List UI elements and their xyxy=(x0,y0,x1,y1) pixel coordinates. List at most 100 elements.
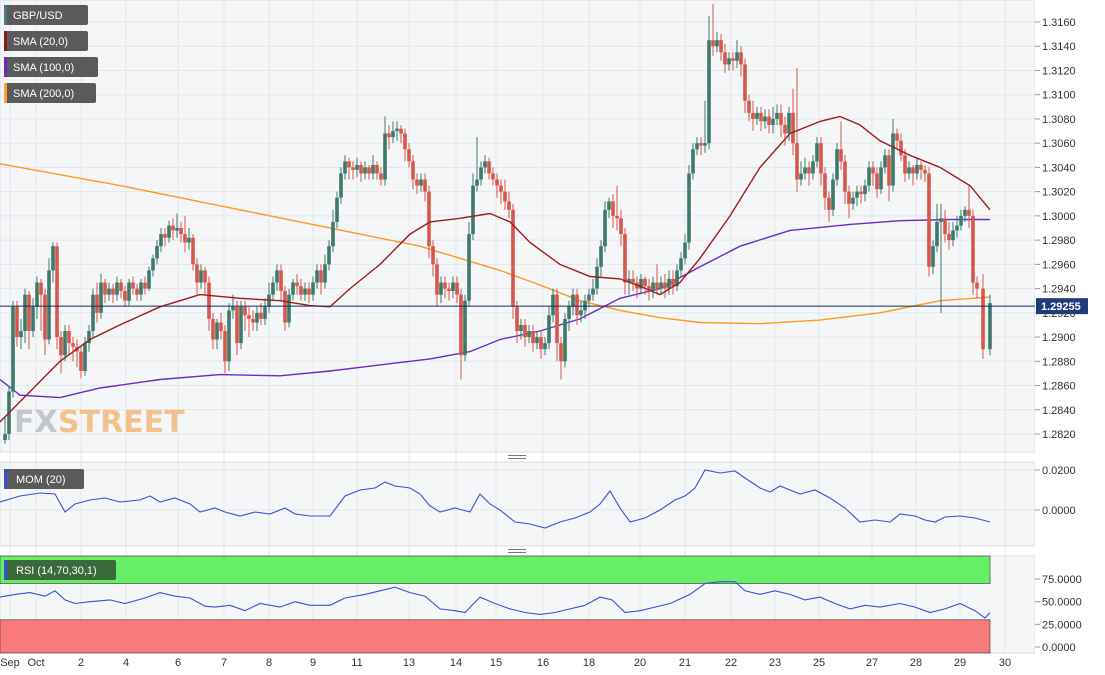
legend-label: SMA (200,0) xyxy=(13,88,74,100)
candle xyxy=(27,291,31,350)
legend-box xyxy=(4,31,88,51)
candle-body xyxy=(191,237,195,265)
candle xyxy=(11,300,15,398)
candle xyxy=(503,179,507,210)
candle xyxy=(383,116,387,186)
rsi-path xyxy=(0,581,991,619)
candle-body xyxy=(571,294,575,307)
candle-body xyxy=(667,278,671,289)
candle-body xyxy=(395,128,399,132)
x-tick-label: 27 xyxy=(866,657,878,669)
candle xyxy=(819,137,823,186)
candle-body xyxy=(483,161,487,168)
candle xyxy=(471,173,475,241)
candle-body xyxy=(31,306,35,331)
rsi-series xyxy=(0,581,991,619)
candle-body xyxy=(647,286,651,292)
candle-body xyxy=(775,112,779,119)
candle xyxy=(155,240,159,265)
candle-body xyxy=(35,282,39,307)
candle xyxy=(375,161,379,180)
candle-body xyxy=(883,155,887,168)
y-tick-label: 1.2940 xyxy=(1042,284,1076,296)
candle xyxy=(371,155,375,180)
candle-body xyxy=(151,258,155,271)
candle xyxy=(319,264,323,295)
candle xyxy=(671,270,675,295)
candle xyxy=(535,331,539,350)
candle xyxy=(719,34,723,61)
candle-body xyxy=(563,318,567,362)
candle xyxy=(71,337,75,362)
candle xyxy=(171,218,175,241)
y-tick-label: 1.2820 xyxy=(1042,429,1076,441)
candle xyxy=(703,100,707,153)
candle xyxy=(271,276,275,301)
candle-body xyxy=(487,161,491,174)
candle xyxy=(663,274,667,299)
candle-body xyxy=(59,337,63,356)
candle-body xyxy=(783,125,787,134)
legend-box xyxy=(4,560,116,580)
candle xyxy=(559,337,563,380)
candle-body xyxy=(859,191,863,195)
candle xyxy=(463,294,467,362)
candle-body xyxy=(751,112,755,119)
candle xyxy=(263,298,267,325)
candle xyxy=(211,312,215,350)
candle xyxy=(679,252,683,277)
candle xyxy=(527,324,531,344)
candle-body xyxy=(547,315,551,344)
candle xyxy=(331,209,335,253)
candle xyxy=(879,161,883,195)
candle xyxy=(87,324,91,352)
candle xyxy=(835,143,839,186)
candle xyxy=(783,116,787,146)
candle-body xyxy=(347,161,351,168)
candle xyxy=(519,318,523,340)
candle-body xyxy=(739,52,743,65)
x-tick-label: 18 xyxy=(583,657,595,669)
candle xyxy=(859,185,863,204)
candle xyxy=(423,173,427,202)
candle-body xyxy=(343,161,347,174)
panel-resize-handles[interactable] xyxy=(508,455,526,553)
x-tick-label: 29 xyxy=(954,657,966,669)
candle-body xyxy=(727,58,731,65)
candle xyxy=(599,240,603,277)
candle-body xyxy=(275,270,279,283)
candle-body xyxy=(243,306,247,316)
candle-body xyxy=(747,100,751,113)
candle xyxy=(151,254,155,277)
candlestick-series xyxy=(3,3,992,444)
candle-body xyxy=(691,149,695,174)
main-panel-bg xyxy=(0,0,1036,453)
candle-body xyxy=(303,288,307,295)
candle-body xyxy=(99,282,103,313)
candle xyxy=(395,121,399,141)
candle xyxy=(339,167,343,204)
candle-body xyxy=(655,282,659,289)
candle-body xyxy=(723,52,727,65)
candle xyxy=(579,300,583,323)
candle-body xyxy=(875,173,879,190)
rsi-tick-label: 25.0000 xyxy=(1042,619,1082,631)
candle-body xyxy=(839,149,843,162)
panel-resize-handle[interactable] xyxy=(508,549,526,553)
candle-body xyxy=(519,324,523,331)
x-tick-label: 23 xyxy=(769,657,781,669)
candle-body xyxy=(559,343,563,362)
candle xyxy=(919,161,923,180)
candle-body xyxy=(771,118,775,125)
candle xyxy=(823,167,827,210)
candle-body xyxy=(815,143,819,162)
candle-body xyxy=(915,164,919,174)
candle xyxy=(51,242,55,283)
candle xyxy=(347,157,351,180)
panel-resize-handle[interactable] xyxy=(508,455,526,459)
candle xyxy=(191,234,195,271)
candle-body xyxy=(323,264,327,283)
candle xyxy=(435,258,439,307)
